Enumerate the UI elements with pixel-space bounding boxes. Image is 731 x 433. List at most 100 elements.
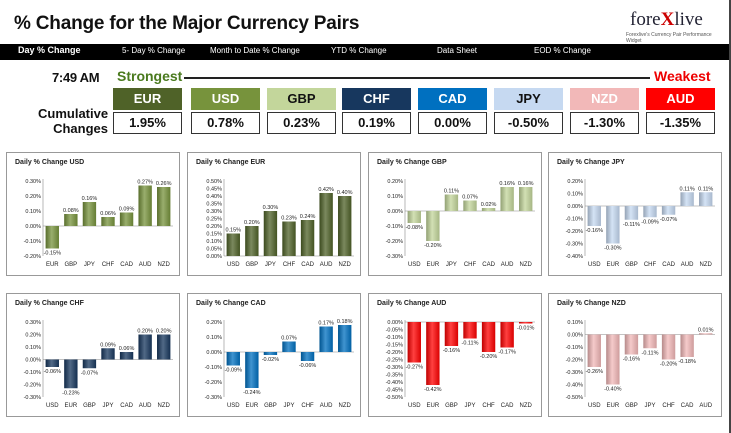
y-tick-label: 0.20%	[206, 224, 222, 230]
y-tick-label: -0.20%	[386, 350, 404, 356]
bar-eur	[606, 206, 620, 244]
bar-usd	[45, 359, 59, 367]
y-tick-label: 0.30%	[206, 209, 222, 215]
y-tick-label: -0.20%	[24, 254, 42, 260]
weakest-label: Weakest	[654, 68, 711, 84]
bar-eur	[64, 359, 78, 389]
chart-title: Daily % Change USD	[15, 159, 85, 166]
currency-name: EUR	[113, 88, 182, 110]
x-tick-label: CHF	[644, 262, 657, 268]
x-tick-label: CAD	[681, 403, 694, 409]
tab-data-sheet[interactable]: Data Sheet	[437, 46, 478, 55]
logo-x: X	[660, 9, 675, 30]
bar-chart: -0.20% -0.10% 0.00% 0.10% 0.20% 0.30% -0.15% EU…	[24, 179, 173, 268]
bar-aud	[680, 192, 694, 206]
bar-cad	[481, 208, 496, 211]
bar-cad	[500, 322, 514, 348]
chart-title: Daily % Change GBP	[377, 159, 447, 166]
y-tick-label: 0.10%	[206, 239, 222, 245]
currency-box-chf: CHF 0.19%	[342, 88, 411, 134]
tab-day-change[interactable]: Day % Change	[18, 45, 81, 55]
currency-name: USD	[191, 88, 260, 110]
x-tick-label: NZD	[158, 403, 171, 409]
page-title: % Change for the Major Currency Pairs	[14, 13, 360, 34]
data-label: 0.24%	[300, 214, 316, 220]
bar-gbp	[624, 206, 639, 220]
x-tick-label: EUR	[607, 403, 620, 409]
y-tick-label: 0.00%	[387, 320, 403, 326]
data-label: -0.16%	[623, 357, 641, 363]
bar-aud	[319, 193, 333, 256]
y-tick-label: 0.50%	[206, 179, 222, 185]
currency-box-gbp: GBP 0.23%	[267, 88, 336, 134]
data-label: 0.20%	[156, 329, 172, 335]
data-label: -0.11%	[641, 350, 658, 356]
forexlive-logo[interactable]: foreXlive Forexlive's Currency Pair Perf…	[592, 6, 724, 44]
tab-month-to-date[interactable]: Month to Date % Change	[210, 46, 300, 55]
bar-usd	[587, 334, 601, 367]
bar-jpy	[282, 341, 296, 352]
chart-panel-gbp: Daily % Change GBP -0.30% -0.20% -0.10% 0.00…	[368, 152, 542, 276]
data-label: -0.17%	[498, 350, 516, 356]
bar-aud	[500, 187, 514, 211]
logo-text-part2: live	[674, 9, 703, 30]
x-tick-label: EUR	[246, 403, 259, 409]
y-tick-label: -0.45%	[386, 388, 404, 394]
chart-title: Daily % Change EUR	[196, 159, 266, 166]
x-tick-label: CHF	[301, 403, 314, 409]
x-tick-label: CHF	[482, 403, 495, 409]
y-tick-label: 0.00%	[206, 254, 222, 260]
x-tick-label: GBP	[625, 262, 638, 268]
x-tick-label: CAD	[301, 262, 314, 268]
data-label: -0.07%	[660, 217, 678, 223]
x-tick-label: NZD	[700, 262, 713, 268]
bar-chf	[101, 217, 115, 226]
bar-aud	[138, 185, 152, 226]
tab-ytd-change[interactable]: YTD % Change	[331, 46, 387, 55]
bar-chf	[661, 334, 676, 360]
x-tick-label: EUR	[427, 403, 440, 409]
y-tick-label: 0.00%	[567, 204, 583, 210]
chart-panel-usd: Daily % Change USD -0.20% -0.10% 0.00% 0.10%…	[6, 152, 180, 276]
y-tick-label: -0.10%	[24, 239, 42, 245]
chart-title: Daily % Change CHF	[15, 300, 84, 307]
x-tick-label: JPY	[464, 403, 475, 409]
y-tick-label: -0.25%	[386, 358, 404, 364]
title-bar: % Change for the Major Currency Pairs fo…	[0, 0, 731, 44]
bar-cad	[119, 352, 134, 360]
bar-nzd	[157, 187, 171, 226]
y-tick-label: -0.05%	[386, 328, 404, 334]
data-label: -0.11%	[623, 222, 640, 228]
bar-nzd	[519, 322, 533, 324]
data-label: -0.20%	[660, 362, 678, 368]
x-tick-label: AUD	[501, 262, 514, 268]
data-label: -0.16%	[443, 348, 461, 354]
y-tick-label: -0.10%	[566, 217, 584, 223]
y-tick-label: 0.30%	[25, 179, 41, 185]
y-tick-label: 0.00%	[387, 209, 403, 215]
tab-eod-change[interactable]: EOD % Change	[534, 46, 591, 55]
data-label: 0.16%	[499, 181, 515, 187]
data-label: -0.23%	[62, 390, 80, 396]
y-tick-label: -0.10%	[386, 224, 404, 230]
bar-chart: -0.30% -0.20% -0.10% 0.00% 0.10% 0.20% -0.09% U…	[205, 319, 354, 409]
bar-chf	[463, 200, 477, 211]
y-tick-label: -0.30%	[566, 370, 584, 376]
data-label: -0.02%	[262, 357, 280, 363]
x-tick-label: USD	[227, 403, 240, 409]
data-label: -0.06%	[44, 369, 62, 375]
bar-chart: -0.30% -0.20% -0.10% 0.00% 0.10% 0.20% 0.30% -0…	[24, 320, 173, 409]
tab-5day-change[interactable]: 5- Day % Change	[122, 46, 186, 55]
x-tick-label: GBP	[246, 262, 259, 268]
y-tick-label: 0.10%	[25, 209, 41, 215]
right-border	[729, 0, 731, 433]
bar-usd	[407, 211, 421, 223]
y-tick-label: 0.20%	[25, 194, 41, 200]
x-tick-label: AUD	[139, 262, 152, 268]
y-tick-label: -0.20%	[566, 229, 584, 235]
y-tick-label: -0.20%	[386, 239, 404, 245]
bar-nzd	[338, 196, 352, 256]
bar-nzd	[699, 192, 713, 206]
x-tick-label: CAD	[482, 262, 495, 268]
x-tick-label: CAD	[501, 403, 514, 409]
